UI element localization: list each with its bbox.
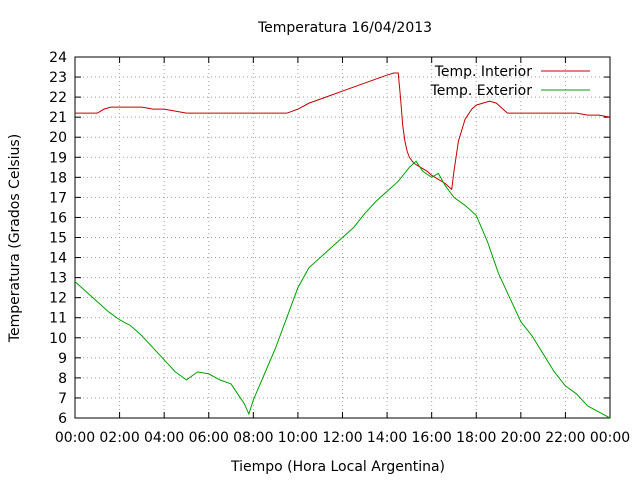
y-tick-label: 17 — [49, 190, 67, 206]
y-tick-label: 22 — [49, 90, 67, 106]
series-lines — [74, 72, 611, 419]
y-tick-label: 11 — [49, 311, 67, 327]
x-tick-label: 12:00 — [322, 430, 362, 446]
y-tick-label: 18 — [49, 170, 67, 186]
y-tick-label: 14 — [49, 251, 67, 267]
x-tick-label: 14:00 — [367, 430, 407, 446]
x-tick-label: 10:00 — [278, 430, 318, 446]
series-line-exterior — [74, 160, 611, 419]
y-tick-label: 10 — [49, 331, 67, 347]
x-axis-tick-labels: 00:00 02:00 04:00 06:00 08:00 10:00 12:00 14:00… — [55, 430, 630, 446]
y-tick-label: 21 — [49, 110, 67, 126]
y-tick-label: 6 — [58, 411, 67, 427]
y-tick-label: 19 — [49, 150, 67, 166]
x-tick-label: 20:00 — [501, 430, 541, 446]
x-tick-label: 08:00 — [233, 430, 273, 446]
legend-label-exterior: Temp. Exterior — [430, 83, 533, 99]
x-tick-label: 02:00 — [99, 430, 139, 446]
x-tick-label: 22:00 — [545, 430, 585, 446]
y-tick-label: 15 — [49, 231, 67, 247]
y-tick-label: 23 — [49, 70, 67, 86]
legend-label-interior: Temp. Interior — [434, 64, 533, 80]
y-tick-label: 24 — [49, 50, 67, 66]
x-tick-label: 00:00 — [590, 430, 630, 446]
x-tick-label: 00:00 — [55, 430, 95, 446]
y-tick-label: 9 — [58, 351, 67, 367]
y-axis-label: Temperatura (Grados Celsius) — [7, 134, 23, 343]
y-tick-label: 8 — [58, 371, 67, 387]
axis-ticks — [74, 56, 611, 419]
y-tick-label: 7 — [58, 391, 67, 407]
x-tick-label: 18:00 — [456, 430, 496, 446]
x-axis-label: Tiempo (Hora Local Argentina) — [230, 459, 445, 475]
chart-title: Temperatura 16/04/2013 — [257, 20, 432, 36]
legend: Temp. Interior Temp. Exterior — [430, 64, 590, 99]
x-tick-label: 06:00 — [189, 430, 229, 446]
y-tick-label: 12 — [49, 291, 67, 307]
y-tick-label: 16 — [49, 210, 67, 226]
x-tick-label: 16:00 — [411, 430, 451, 446]
y-tick-label: 13 — [49, 271, 67, 287]
series-line-interior — [75, 72, 611, 191]
y-axis-tick-labels: 6 7 8 9 10 11 12 13 14 15 16 17 18 19 20 21 22 23 24 — [49, 50, 67, 427]
x-tick-label: 04:00 — [144, 430, 184, 446]
y-tick-label: 20 — [49, 130, 67, 146]
